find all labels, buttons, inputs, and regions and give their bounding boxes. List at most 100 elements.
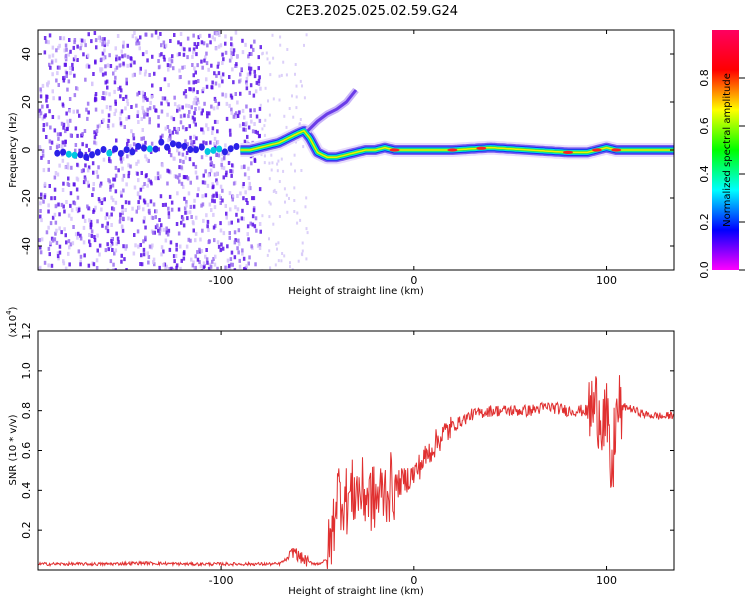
noise-pixel xyxy=(138,195,142,200)
noise-pixel xyxy=(295,106,298,110)
noise-pixel xyxy=(204,254,207,259)
noise-pixel xyxy=(250,161,253,166)
noise-pixel xyxy=(54,58,58,63)
noise-pixel xyxy=(227,221,231,226)
noise-pixel xyxy=(109,244,113,248)
noise-pixel xyxy=(268,200,271,204)
noise-pixel xyxy=(294,169,296,173)
noise-pixel xyxy=(228,191,232,196)
noise-pixel xyxy=(265,51,268,55)
ridge-peak xyxy=(591,148,602,152)
noise-pixel xyxy=(235,54,239,58)
noise-pixel xyxy=(305,257,308,261)
noise-pixel xyxy=(70,216,73,221)
noise-pixel xyxy=(39,265,42,270)
noise-pixel xyxy=(114,99,117,104)
noise-pixel xyxy=(106,242,109,247)
spectrogram-x-ticks: -100 0 100 xyxy=(209,30,617,287)
noise-pixel xyxy=(244,127,247,132)
noise-pixel xyxy=(207,240,210,245)
noise-pixel xyxy=(121,156,125,161)
ridge-blob xyxy=(221,148,228,156)
noise-pixel xyxy=(226,266,230,270)
noise-pixel xyxy=(168,129,171,134)
noise-pixel xyxy=(189,238,192,243)
noise-pixel xyxy=(89,222,92,227)
noise-pixel xyxy=(92,208,96,213)
noise-pixel xyxy=(132,251,136,256)
noise-pixel xyxy=(152,257,156,262)
noise-pixel xyxy=(104,225,108,230)
noise-pixel xyxy=(213,71,216,76)
noise-pixel xyxy=(189,180,192,185)
noise-pixel xyxy=(251,214,255,219)
noise-pixel xyxy=(277,159,280,163)
noise-pixel xyxy=(215,152,218,157)
noise-pixel xyxy=(101,109,104,114)
noise-pixel xyxy=(209,156,212,161)
noise-pixel xyxy=(53,196,57,201)
x-tick-label: 100 xyxy=(596,574,617,587)
noise-pixel xyxy=(94,132,98,136)
noise-pixel xyxy=(62,259,65,264)
noise-pixel xyxy=(60,230,63,235)
noise-pixel xyxy=(167,138,170,143)
noise-pixel xyxy=(106,123,110,128)
noise-pixel xyxy=(286,48,289,51)
noise-pixel xyxy=(266,57,269,61)
noise-pixel xyxy=(221,72,225,77)
noise-pixel xyxy=(102,91,105,96)
noise-pixel xyxy=(95,170,99,175)
noise-pixel xyxy=(196,193,199,198)
noise-pixel xyxy=(224,143,227,148)
noise-pixel xyxy=(113,89,116,94)
noise-pixel xyxy=(220,157,224,162)
noise-pixel xyxy=(83,129,87,133)
ridge-blob xyxy=(65,150,72,158)
noise-pixel xyxy=(142,219,146,224)
noise-pixel xyxy=(140,253,143,258)
noise-pixel xyxy=(209,40,212,45)
noise-pixel xyxy=(160,109,164,114)
noise-pixel xyxy=(276,169,279,173)
noise-pixel xyxy=(241,50,245,55)
noise-pixel xyxy=(203,58,206,63)
noise-pixel xyxy=(172,268,175,270)
noise-pixel xyxy=(144,140,147,145)
noise-pixel xyxy=(216,140,220,144)
noise-pixel xyxy=(230,220,233,225)
noise-pixel xyxy=(163,96,167,101)
noise-pixel xyxy=(248,255,251,260)
noise-pixel xyxy=(201,180,205,185)
noise-pixel xyxy=(179,158,182,163)
noise-pixel xyxy=(224,92,228,97)
noise-pixel xyxy=(93,130,96,135)
noise-pixel xyxy=(208,202,212,207)
noise-pixel xyxy=(68,38,71,42)
noise-pixel xyxy=(62,78,66,83)
colorbar-label: Normalized spectral amplitude xyxy=(722,73,733,227)
noise-pixel xyxy=(296,211,299,215)
noise-pixel xyxy=(190,140,193,145)
noise-pixel xyxy=(82,168,85,173)
noise-pixel xyxy=(167,228,171,233)
noise-pixel xyxy=(247,176,251,180)
noise-pixel xyxy=(127,170,131,175)
noise-pixel xyxy=(57,83,60,87)
noise-pixel xyxy=(148,117,151,122)
noise-pixel xyxy=(152,202,156,207)
noise-pixel xyxy=(115,241,118,246)
noise-pixel xyxy=(115,57,118,62)
noise-pixel xyxy=(261,127,264,131)
noise-pixel xyxy=(186,142,189,147)
noise-pixel xyxy=(146,183,149,188)
noise-pixel xyxy=(143,216,146,221)
noise-pixel xyxy=(305,196,308,200)
noise-pixel xyxy=(188,124,191,129)
noise-pixel xyxy=(303,43,305,47)
noise-pixel xyxy=(162,54,166,59)
noise-pixel xyxy=(48,252,51,257)
noise-pixel xyxy=(192,80,195,85)
noise-pixel xyxy=(258,222,262,226)
noise-pixel xyxy=(192,73,195,78)
